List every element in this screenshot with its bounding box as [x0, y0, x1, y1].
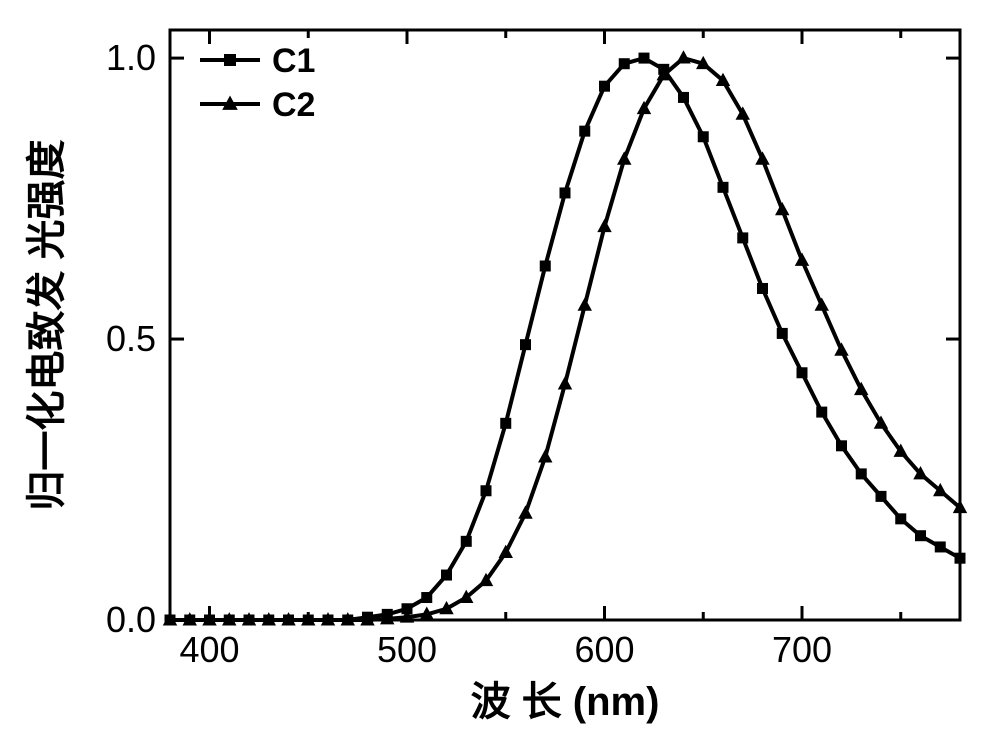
spectrum-chart: 400 500 600 700 0.0 0.5 1.0 波 长 (nm) 归一化电致发 光强度 C…	[0, 0, 1000, 742]
marker-triangle	[519, 506, 532, 518]
marker-square	[442, 570, 452, 580]
marker-triangle	[776, 203, 789, 215]
x-tick-label: 600	[574, 629, 634, 670]
marker-square	[955, 553, 965, 563]
marker-triangle	[796, 254, 809, 266]
marker-square	[896, 514, 906, 524]
marker-square	[837, 441, 847, 451]
marker-square	[501, 418, 511, 428]
marker-square	[935, 542, 945, 552]
marker-triangle	[618, 152, 631, 164]
x-tick-label: 400	[179, 629, 239, 670]
marker-square	[916, 531, 926, 541]
marker-square	[777, 328, 787, 338]
marker-square	[738, 233, 748, 243]
y-tick-label: 1.0	[106, 37, 156, 78]
marker-square	[876, 491, 886, 501]
legend-label-C2: C2	[272, 86, 315, 124]
marker-square	[481, 486, 491, 496]
marker-square	[797, 368, 807, 378]
marker-square	[817, 407, 827, 417]
marker-square	[679, 92, 689, 102]
chart-svg: 400 500 600 700 0.0 0.5 1.0 波 长 (nm) 归一化电致发 光强度 C…	[0, 0, 1000, 742]
marker-triangle	[677, 51, 690, 63]
marker-triangle	[539, 450, 552, 462]
marker-square	[600, 81, 610, 91]
legend-label-C1: C1	[272, 42, 315, 80]
series-line-C1	[170, 58, 960, 620]
x-axis-title: 波 长 (nm)	[471, 680, 660, 724]
marker-triangle	[835, 343, 848, 355]
marker-triangle	[578, 299, 591, 311]
marker-triangle	[756, 152, 769, 164]
x-tick-label: 500	[377, 629, 437, 670]
marker-triangle	[598, 220, 611, 232]
marker-square	[698, 132, 708, 142]
marker-square	[718, 182, 728, 192]
x-tick-label: 700	[772, 629, 832, 670]
marker-square	[758, 283, 768, 293]
marker-square	[422, 593, 432, 603]
marker-square	[580, 126, 590, 136]
legend-marker-C1	[225, 55, 236, 66]
marker-square	[461, 536, 471, 546]
marker-triangle	[559, 377, 572, 389]
y-axis-title: 归一化电致发 光强度	[25, 139, 69, 510]
marker-square	[521, 340, 531, 350]
marker-square	[856, 469, 866, 479]
series-line-C2	[170, 58, 960, 620]
marker-square	[560, 188, 570, 198]
marker-triangle	[815, 299, 828, 311]
marker-square	[639, 53, 649, 63]
y-tick-label: 0.0	[106, 599, 156, 640]
y-tick-label: 0.5	[106, 318, 156, 359]
marker-square	[540, 261, 550, 271]
marker-square	[619, 59, 629, 69]
